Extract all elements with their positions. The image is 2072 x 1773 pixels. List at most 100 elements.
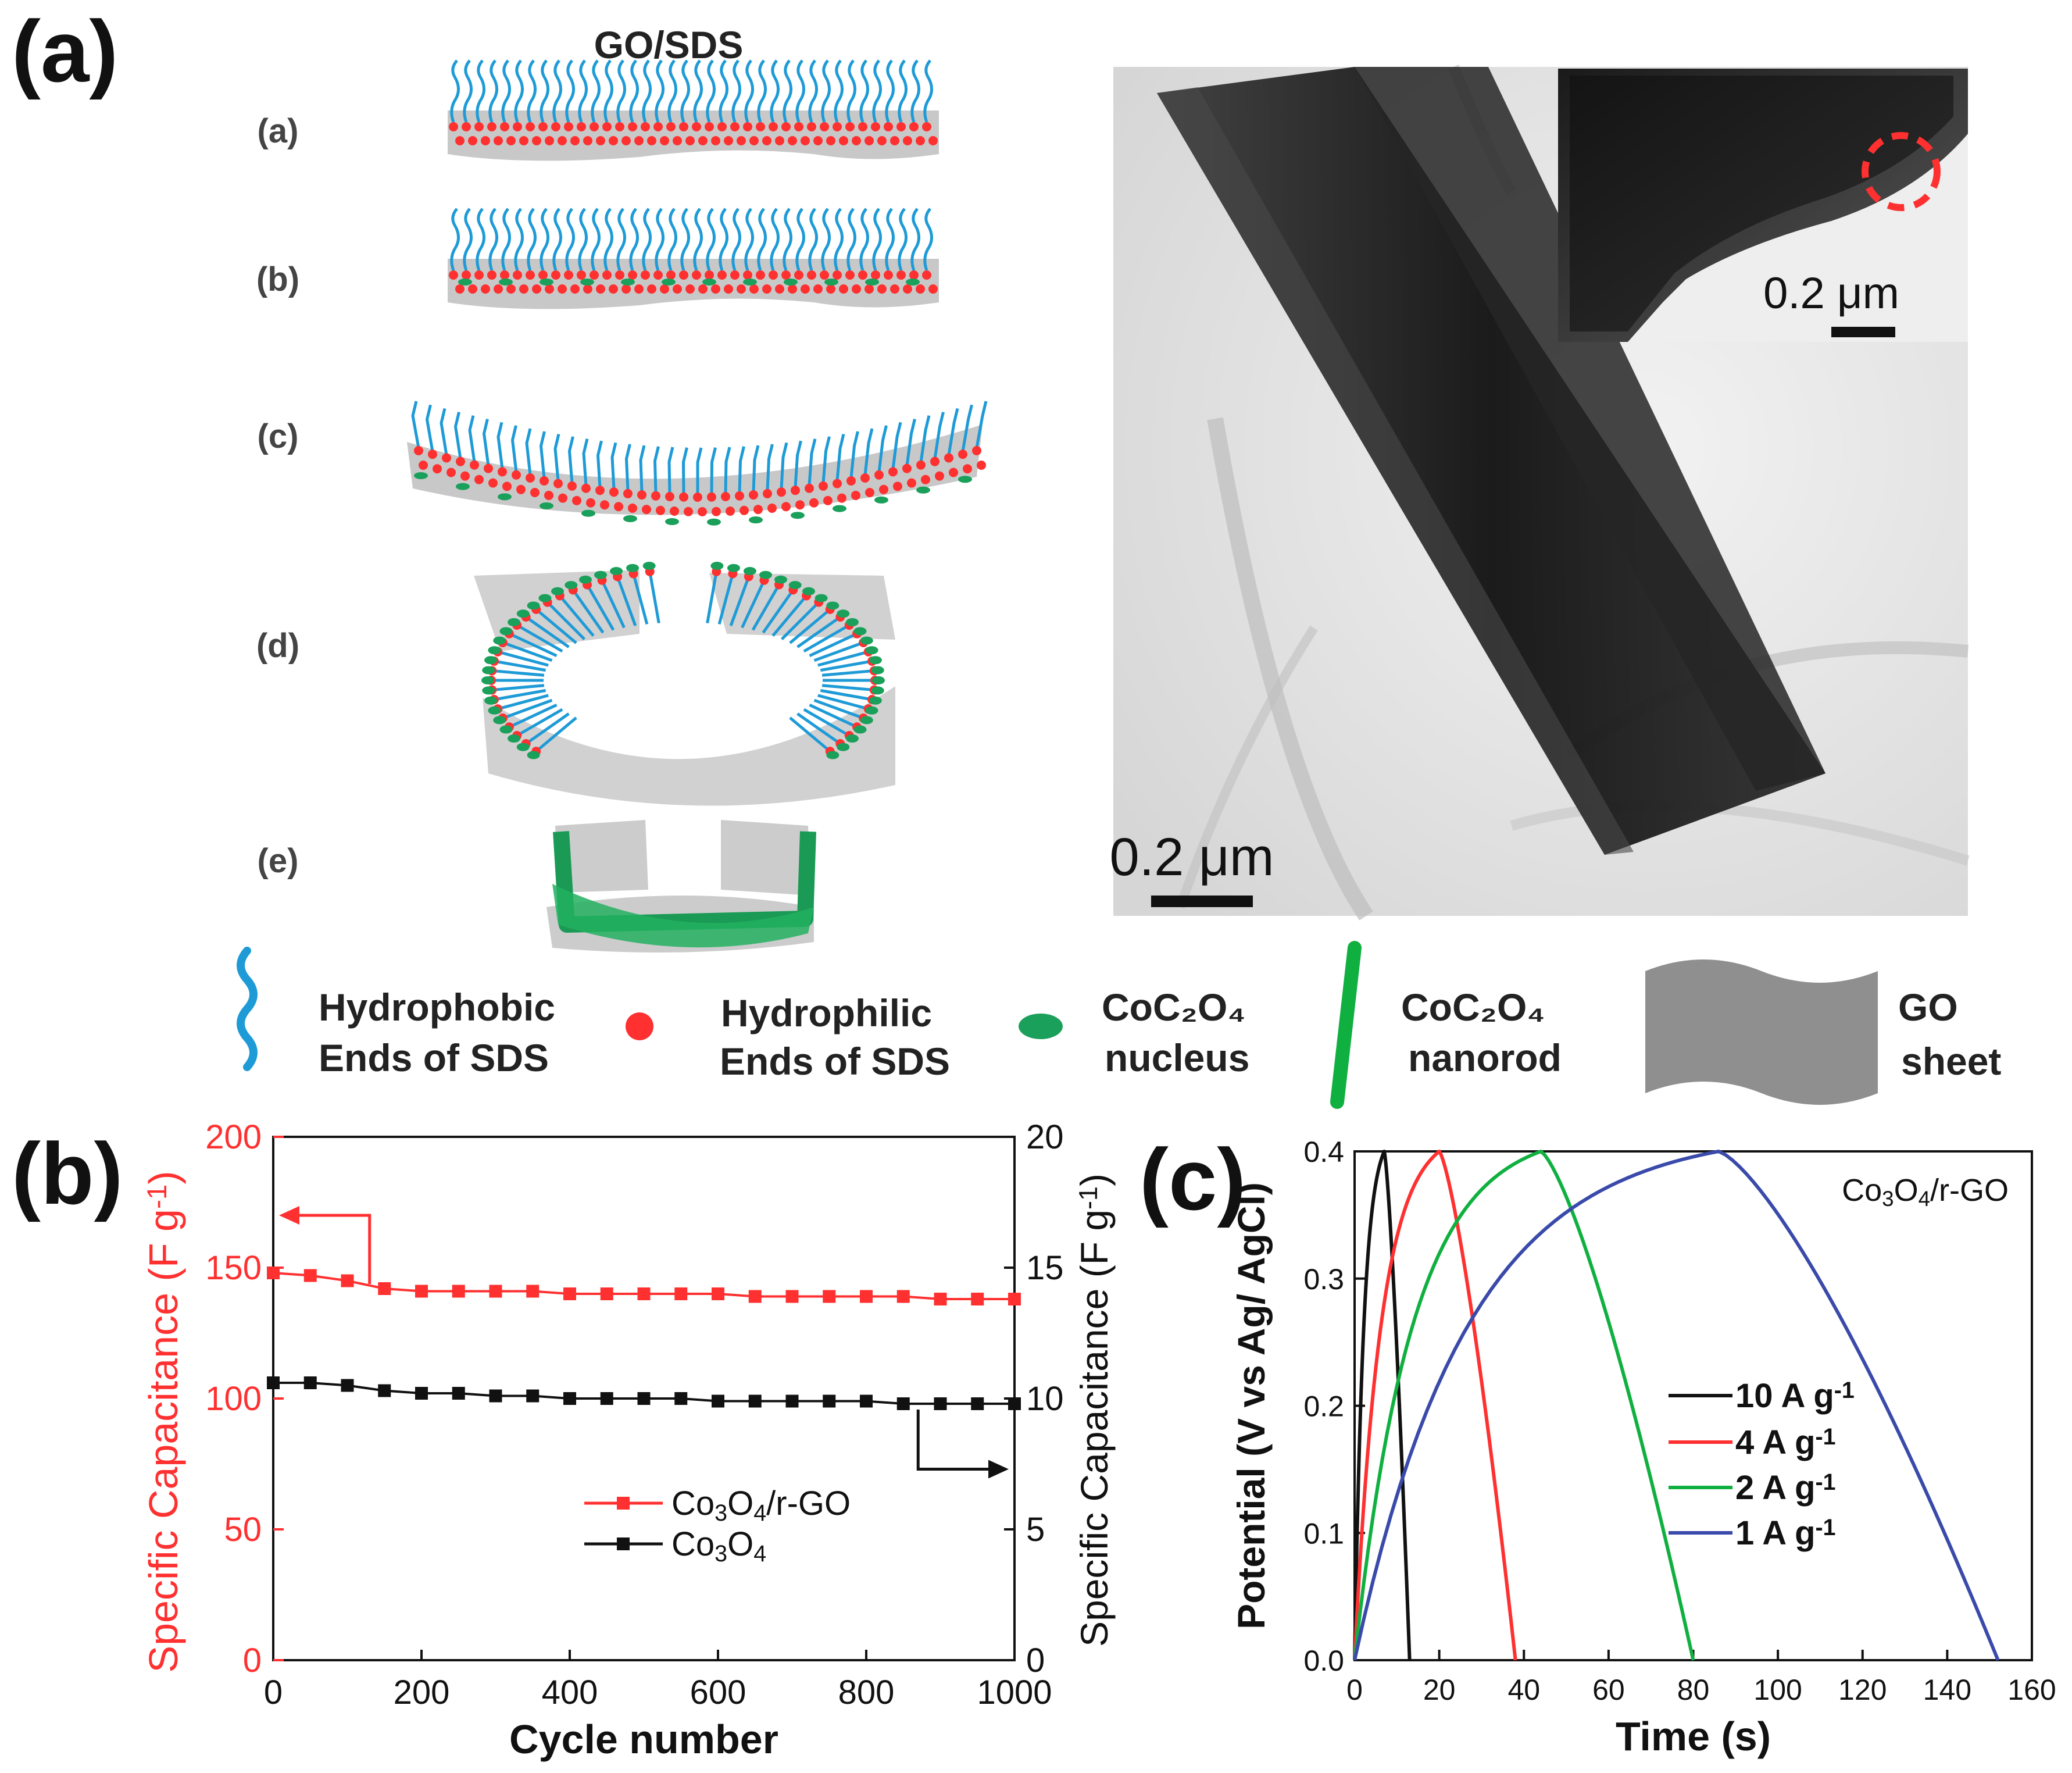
sds-tail	[757, 59, 767, 123]
sds-head	[707, 492, 716, 502]
sds-head	[858, 270, 867, 280]
sds-head	[896, 270, 906, 280]
sds-head	[890, 284, 899, 294]
sds-tail	[453, 412, 462, 459]
sds-tail	[877, 425, 888, 473]
sds-head	[928, 284, 938, 294]
nucleus	[749, 516, 763, 524]
sds-tail	[783, 208, 792, 271]
sds-head	[481, 284, 490, 294]
go-sheet	[721, 820, 811, 896]
sds-head	[446, 468, 456, 477]
sds-head	[512, 470, 521, 480]
sds-head	[763, 488, 772, 498]
sds-tail	[603, 59, 613, 123]
sds-tail	[923, 208, 933, 271]
x-tick-label: 800	[838, 1674, 895, 1711]
sds-head	[433, 464, 442, 474]
panel-a: (a) GO/SDS (a) (b) (c) (d) (e) 0.2 μm	[12, 2, 2001, 1109]
sds-tail	[502, 641, 553, 662]
sds-head	[896, 122, 906, 131]
sds-head	[609, 284, 618, 294]
sds-head	[949, 468, 958, 477]
sds-tail	[717, 573, 734, 625]
sds-head	[553, 479, 563, 488]
sds-head	[819, 481, 828, 491]
legend-hydrophilic-line1: Hydrophilic	[721, 991, 932, 1034]
x-tick-label: 400	[542, 1674, 598, 1711]
sds-head	[749, 136, 759, 145]
series-line	[1353, 1150, 1412, 1661]
data-point	[712, 1394, 724, 1408]
sds-tail	[488, 59, 498, 123]
sds-head	[807, 122, 816, 131]
legend-marker	[617, 1537, 630, 1550]
sds-head	[845, 122, 855, 131]
data-point	[934, 1293, 947, 1305]
right-axis-arrowhead	[988, 1460, 1009, 1479]
sds-tail	[731, 59, 741, 123]
sds-head	[526, 473, 535, 483]
sds-tail	[578, 208, 588, 271]
sds-tail	[693, 59, 703, 123]
schematic-step-3	[407, 401, 988, 526]
sds-tail	[582, 438, 589, 486]
series-line	[1353, 1150, 1695, 1661]
sds-head	[628, 270, 637, 280]
sds-tail	[535, 716, 577, 753]
sds-tail	[898, 208, 908, 271]
sds-tail	[789, 716, 831, 753]
sds-tail	[905, 419, 916, 466]
sds-head	[846, 476, 856, 486]
sds-tail	[629, 59, 639, 123]
sds-tail	[834, 208, 844, 271]
sds-tail	[601, 579, 626, 629]
nucleus	[594, 570, 608, 579]
sds-tail	[817, 650, 869, 667]
sds-head	[532, 136, 541, 145]
sds-tail	[510, 425, 518, 473]
sds-tail	[693, 208, 703, 271]
step-labels: (a) (b) (c) (d) (e)	[256, 112, 299, 880]
sds-head	[653, 122, 663, 131]
sds-head	[721, 492, 730, 502]
nucleus	[774, 575, 787, 584]
nucleus	[527, 601, 540, 610]
sds-head	[642, 505, 651, 515]
sds-tail	[525, 615, 570, 648]
nucleus	[824, 279, 838, 286]
sds-tail	[591, 208, 601, 271]
sds-head	[972, 446, 981, 455]
sds-tail	[719, 208, 728, 271]
sds-head	[656, 505, 665, 515]
sds-tail	[872, 208, 882, 271]
sds-head	[730, 270, 740, 280]
nucleus	[860, 716, 873, 725]
data-point	[489, 1285, 502, 1298]
sds-tail	[729, 576, 751, 626]
sds-tail	[540, 59, 549, 123]
sds-head	[462, 122, 471, 131]
sds-head	[456, 456, 465, 466]
sds-tail	[642, 59, 652, 123]
sds-tail	[919, 415, 931, 463]
sds-head	[781, 270, 791, 280]
nucleus	[508, 618, 521, 626]
sds-head	[879, 484, 888, 494]
x-tick-label: 200	[394, 1674, 450, 1711]
nucleus	[493, 716, 506, 725]
sds-head	[705, 270, 714, 280]
sds-head	[781, 122, 791, 131]
sds-head	[756, 270, 765, 280]
sds-tail	[585, 584, 615, 631]
sds-tail	[655, 208, 665, 271]
nucleus	[414, 472, 428, 479]
y2-axis-label: Specific Capacitance (F g-1)	[1073, 1173, 1116, 1647]
sds-head	[807, 270, 816, 280]
sds-head	[762, 136, 771, 145]
x-tick-label: 60	[1592, 1674, 1625, 1706]
nucleus	[610, 567, 623, 576]
sds-tail	[961, 404, 973, 452]
sds-tail	[482, 419, 490, 466]
